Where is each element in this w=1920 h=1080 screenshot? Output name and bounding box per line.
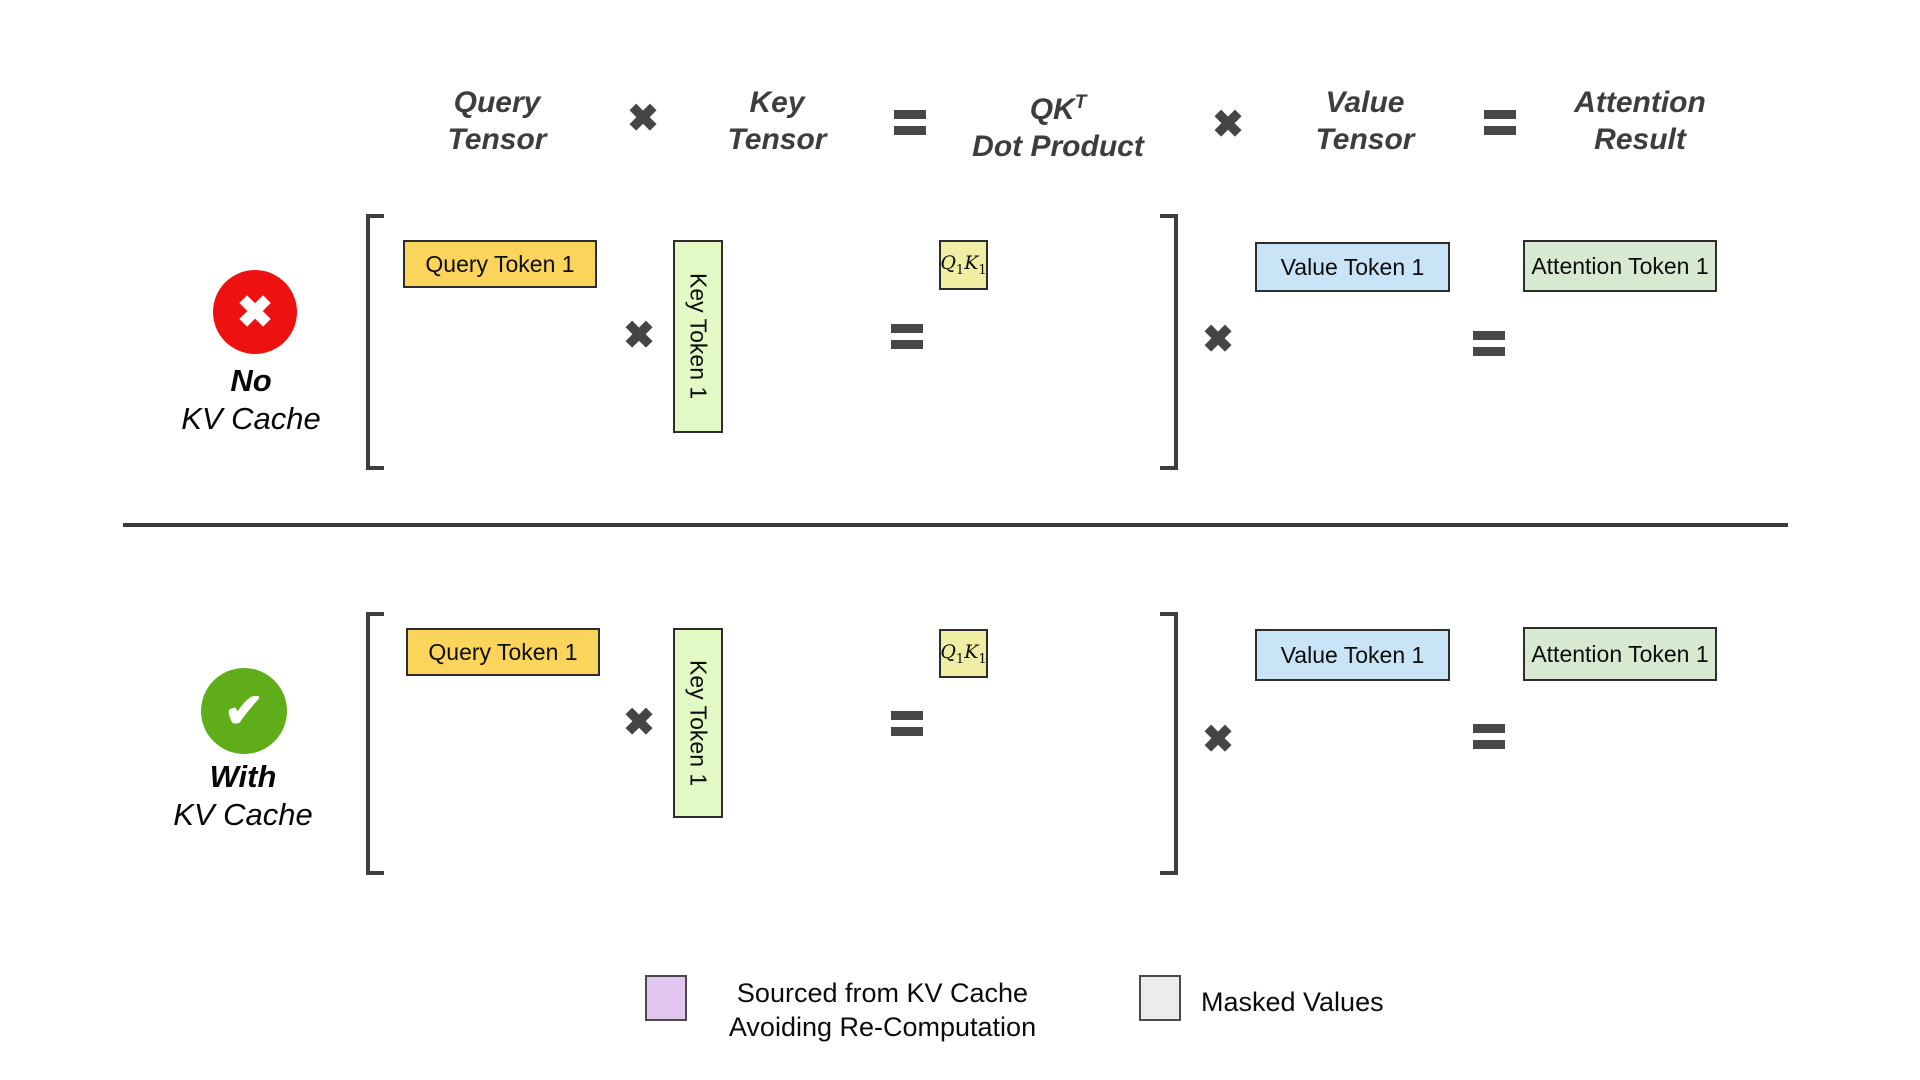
key-token-cell: Key Token 1 bbox=[673, 628, 723, 818]
header-key-tensor-line2: Tensor bbox=[727, 123, 827, 156]
success-icon: ✔ bbox=[201, 668, 287, 754]
header-attention-result-line1: Attention bbox=[1574, 86, 1706, 119]
right-bracket bbox=[1160, 612, 1178, 875]
header-attention-result: Attention Result bbox=[1510, 84, 1770, 158]
left-bracket bbox=[366, 612, 384, 875]
equals-icon bbox=[1484, 110, 1516, 135]
row-label-with-kv-cache: With KV Cache bbox=[93, 758, 393, 834]
row-label-line2: KV Cache bbox=[173, 797, 313, 832]
multiply-icon: ✖ bbox=[623, 315, 655, 357]
header-query-tensor-line1: Query bbox=[453, 86, 541, 119]
section-divider bbox=[123, 523, 1788, 527]
header-value-tensor: Value Tensor bbox=[1235, 84, 1495, 158]
key-token-cell: Key Token 1 bbox=[673, 240, 723, 433]
masked-values-swatch bbox=[1139, 975, 1181, 1021]
qk-dot-product-cell: Q1K1 bbox=[939, 240, 988, 290]
row-label-no-kv-cache: No KV Cache bbox=[101, 362, 401, 438]
qk-dot-product-cell: Q1K1 bbox=[939, 629, 988, 678]
header-query-tensor-line2: Tensor bbox=[447, 123, 547, 156]
equals-icon bbox=[891, 711, 923, 736]
equals-icon bbox=[891, 324, 923, 349]
left-bracket bbox=[366, 214, 384, 470]
legend-kv-cache-label: Sourced from KV Cache Avoiding Re-Comput… bbox=[728, 978, 1037, 1042]
multiply-icon: ✖ bbox=[627, 98, 659, 140]
value-token-cell: Value Token 1 bbox=[1255, 629, 1450, 681]
multiply-icon: ✖ bbox=[623, 702, 655, 744]
error-icon: ✖ bbox=[213, 270, 297, 354]
header-key-tensor-line1: Key bbox=[749, 86, 805, 119]
row-label-line2: KV Cache bbox=[181, 401, 321, 436]
header-qkt-line2: Dot Product bbox=[972, 130, 1144, 163]
right-bracket bbox=[1160, 214, 1178, 470]
header-query-tensor: Query Tensor bbox=[367, 84, 627, 158]
header-attention-result-line2: Result bbox=[1594, 123, 1686, 156]
query-token-cell: Query Token 1 bbox=[406, 628, 600, 676]
header-value-tensor-line2: Tensor bbox=[1315, 123, 1415, 156]
row-label-line1: No bbox=[230, 363, 272, 398]
multiply-icon: ✖ bbox=[1212, 104, 1244, 146]
multiply-icon: ✖ bbox=[1202, 719, 1234, 761]
multiply-icon: ✖ bbox=[1202, 319, 1234, 361]
header-value-tensor-line1: Value bbox=[1325, 86, 1405, 119]
header-qkt-line1: QKT bbox=[1029, 92, 1087, 126]
kv-cache-swatch bbox=[645, 975, 687, 1021]
legend-masked-values-label: Masked Values bbox=[1201, 987, 1384, 1017]
equals-icon bbox=[894, 110, 926, 135]
header-key-tensor: Key Tensor bbox=[647, 84, 907, 158]
row-label-line1: With bbox=[209, 759, 277, 794]
equals-icon bbox=[1473, 724, 1505, 749]
equals-icon bbox=[1473, 331, 1505, 356]
attention-token-cell: Attention Token 1 bbox=[1523, 627, 1717, 681]
query-token-cell: Query Token 1 bbox=[403, 240, 597, 288]
value-token-cell: Value Token 1 bbox=[1255, 242, 1450, 292]
attention-token-cell: Attention Token 1 bbox=[1523, 240, 1717, 292]
header-qkt-dot-product: QKT Dot Product bbox=[928, 84, 1188, 165]
